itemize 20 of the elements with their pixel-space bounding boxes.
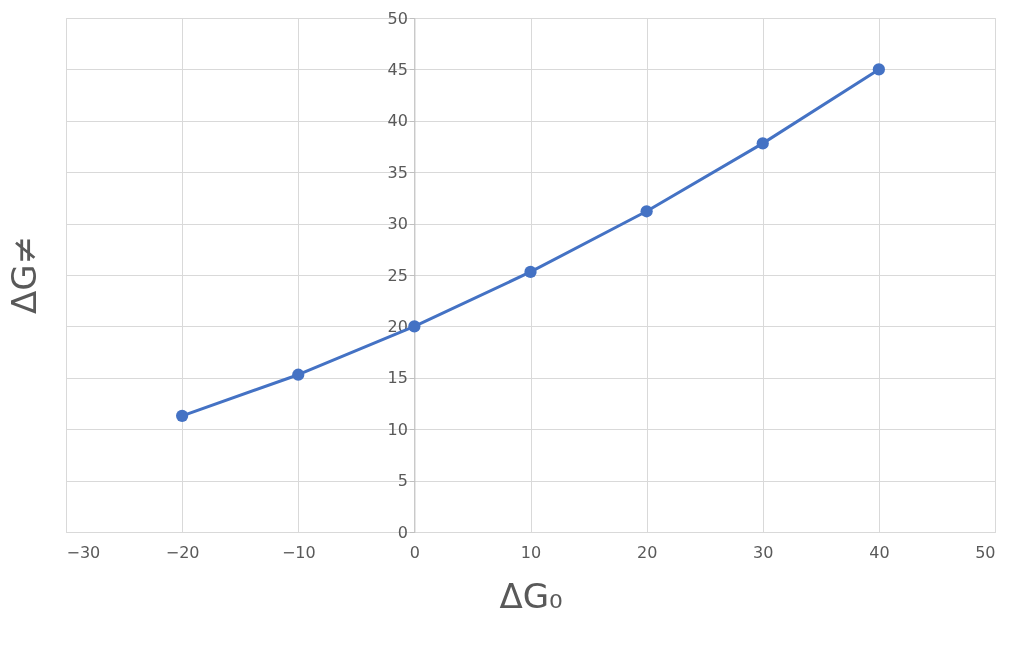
y-tick-label: 50 (387, 8, 408, 28)
x-tick-label: −10 (281, 542, 316, 562)
y-tick-label: 45 (387, 59, 408, 79)
x-tick-label: −20 (165, 542, 200, 562)
y-tick-label: 15 (387, 368, 408, 388)
x-tick-label: 50 (975, 542, 996, 562)
y-tick-label: 25 (387, 265, 408, 285)
y-axis-title: ΔG≠ (4, 235, 44, 315)
x-axis-title: ΔG₀ (499, 575, 563, 616)
y-tick-label: 10 (387, 419, 408, 439)
x-tick-label: 40 (869, 542, 890, 562)
y-tick-label: 40 (387, 111, 408, 131)
y-tick-label: 0 (397, 522, 408, 542)
x-tick-label: 10 (520, 542, 542, 562)
y-tick-label: 5 (397, 471, 408, 491)
y-tick-label: 30 (387, 214, 408, 234)
y-tick-label: 35 (387, 162, 408, 182)
x-tick-label: 30 (753, 542, 774, 562)
x-tick-label: 20 (636, 542, 658, 562)
x-tick-label: −30 (66, 542, 101, 562)
